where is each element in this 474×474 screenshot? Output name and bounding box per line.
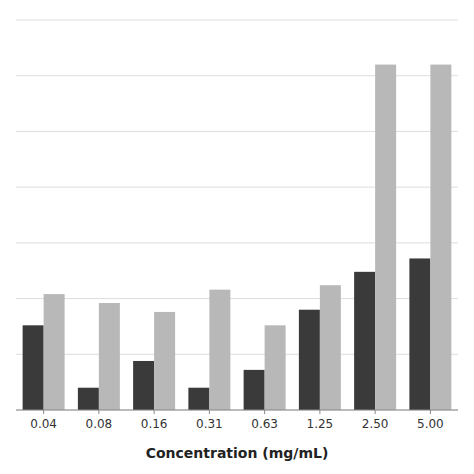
bar <box>354 272 375 410</box>
bar <box>154 312 175 410</box>
x-tick-label: 2.50 <box>362 417 389 431</box>
bar <box>78 388 99 410</box>
grid-line <box>16 410 458 411</box>
x-tick <box>375 410 376 414</box>
x-tick-label: 0.08 <box>86 417 113 431</box>
grid-line <box>16 20 458 21</box>
bar <box>209 290 230 410</box>
bars <box>23 65 452 410</box>
bar <box>299 310 320 410</box>
x-tick <box>209 410 210 414</box>
x-tick-label: 1.25 <box>307 417 334 431</box>
x-tick <box>319 410 320 414</box>
bar <box>44 294 65 410</box>
bar <box>188 388 209 410</box>
chart: 0.04 0.08 0.16 0.31 0.63 1.25 2.50 5.00 Concentr… <box>0 0 474 474</box>
x-tick <box>430 410 431 414</box>
bar <box>99 303 120 410</box>
x-tick-label: 0.31 <box>196 417 223 431</box>
x-tick <box>43 410 44 414</box>
x-tick-label: 0.04 <box>30 417 57 431</box>
x-tick-label: 0.63 <box>251 417 278 431</box>
x-axis-line <box>16 410 458 411</box>
x-axis-label: Concentration (mg/mL) <box>146 445 329 461</box>
bar <box>133 361 154 410</box>
bar <box>375 65 396 410</box>
bar <box>409 258 430 410</box>
x-tick-label: 0.16 <box>141 417 168 431</box>
page: {"chart_data": {"type": "bar", "xlabel":… <box>0 0 474 474</box>
bar <box>244 370 265 410</box>
x-tick <box>264 410 265 414</box>
grid <box>16 20 458 410</box>
x-tick <box>154 410 155 414</box>
bar <box>265 325 286 410</box>
x-tick-label: 5.00 <box>417 417 444 431</box>
bar <box>430 65 451 410</box>
x-tick <box>98 410 99 414</box>
bar <box>320 285 341 410</box>
bar <box>23 325 44 410</box>
